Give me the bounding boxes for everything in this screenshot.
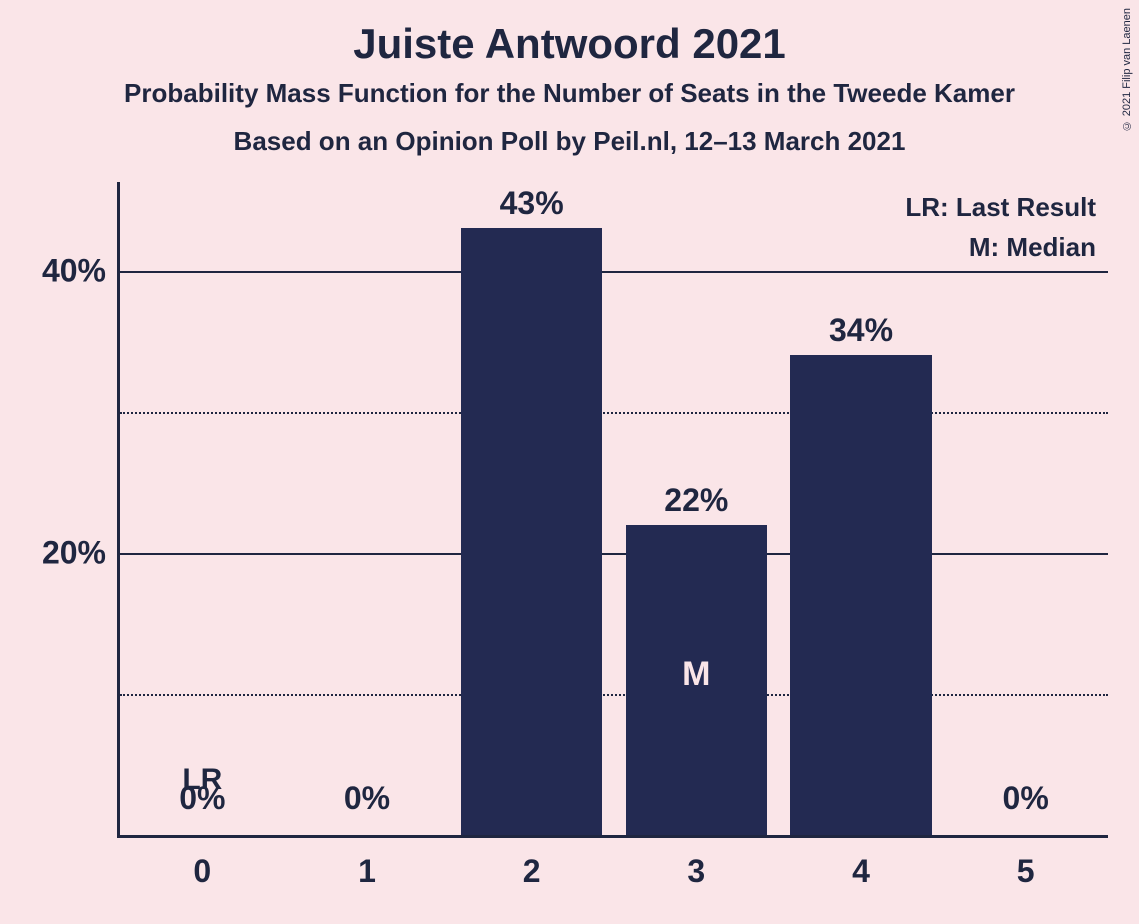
bar-value-label: 0% bbox=[344, 780, 390, 817]
x-axis-label: 1 bbox=[358, 835, 376, 890]
last-result-marker: LR bbox=[182, 763, 222, 797]
legend-lr: LR: Last Result bbox=[905, 192, 1096, 223]
legend-median: M: Median bbox=[969, 232, 1096, 263]
y-axis-label: 20% bbox=[42, 534, 120, 571]
chart-container: Juiste Antwoord 2021 Probability Mass Fu… bbox=[0, 0, 1139, 924]
bar bbox=[790, 355, 932, 835]
median-marker: M bbox=[682, 655, 710, 694]
y-axis bbox=[117, 182, 120, 835]
x-axis-label: 2 bbox=[523, 835, 541, 890]
chart-subtitle-2: Based on an Opinion Poll by Peil.nl, 12–… bbox=[0, 126, 1139, 157]
chart-title: Juiste Antwoord 2021 bbox=[0, 20, 1139, 68]
gridline-major bbox=[120, 553, 1108, 555]
plot-area: 20%40%00%LR10%243%322%M434%50%LR: Last R… bbox=[120, 200, 1108, 835]
bar-value-label: 22% bbox=[664, 482, 728, 519]
y-axis-label: 40% bbox=[42, 252, 120, 289]
gridline-minor bbox=[120, 694, 1108, 696]
bar-value-label: 34% bbox=[829, 312, 893, 349]
chart-subtitle-1: Probability Mass Function for the Number… bbox=[0, 78, 1139, 109]
gridline-minor bbox=[120, 412, 1108, 414]
bar-value-label: 0% bbox=[1003, 780, 1049, 817]
x-axis-label: 0 bbox=[193, 835, 211, 890]
bar-value-label: 43% bbox=[500, 185, 564, 222]
bar bbox=[461, 228, 603, 835]
x-axis-label: 5 bbox=[1017, 835, 1035, 890]
gridline-major bbox=[120, 271, 1108, 273]
x-axis-label: 4 bbox=[852, 835, 870, 890]
copyright-text: © 2021 Filip van Laenen bbox=[1121, 8, 1133, 131]
x-axis-label: 3 bbox=[687, 835, 705, 890]
x-axis bbox=[117, 835, 1108, 838]
